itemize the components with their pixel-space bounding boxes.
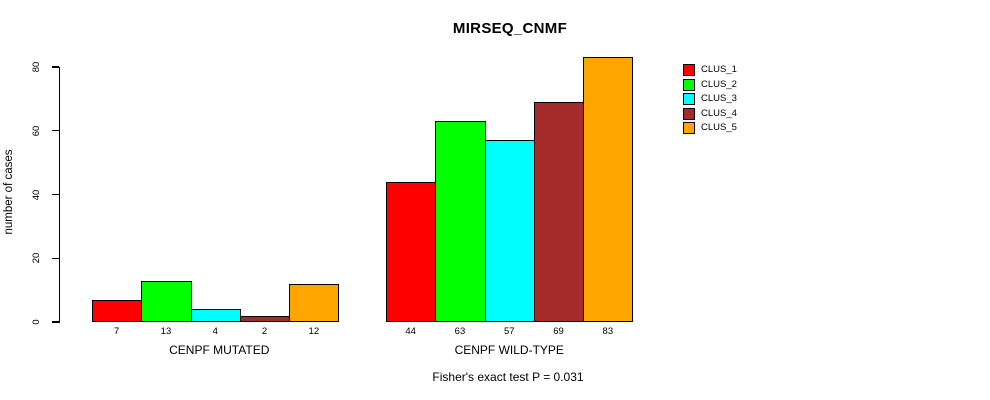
y-tick-label: 40 [31, 189, 42, 200]
y-tick-label: 60 [31, 125, 42, 137]
y-axis-line [58, 66, 60, 323]
y-tick-label: 0 [31, 319, 42, 325]
legend-swatch [683, 93, 695, 105]
legend-label: CLUS_4 [701, 107, 737, 119]
legend-label: CLUS_5 [701, 122, 737, 133]
bar-clus_4-mutated [239, 315, 291, 322]
legend-item-clus_4: CLUS_4 [683, 107, 737, 120]
y-tick [51, 257, 59, 259]
y-tick [51, 193, 59, 196]
bar-clus_1-mutated [92, 299, 143, 322]
y-tick [51, 321, 59, 323]
bar-value-label: 63 [454, 326, 466, 337]
legend-swatch [683, 122, 695, 134]
bar-clus_4-wildtype [533, 102, 585, 322]
legend-label: CLUS_3 [701, 93, 737, 104]
legend-item-clus_1: CLUS_1 [683, 64, 737, 76]
bar-clus_2-mutated [141, 280, 192, 322]
y-axis-label: number of cases [3, 149, 15, 235]
bar-value-label: 12 [308, 326, 320, 337]
bar-value-label: 2 [261, 326, 268, 337]
bar-clus_1-wildtype [386, 181, 437, 322]
legend: CLUS_1 CLUS_2 CLUS_3 CLUS_4 CLUS_5 [683, 64, 737, 137]
y-tick-label: 80 [31, 61, 42, 73]
legend-swatch [683, 107, 695, 120]
y-tick-label: 20 [31, 252, 42, 264]
y-tick [51, 130, 59, 132]
category-label: CENPF MUTATED [169, 343, 270, 357]
legend-swatch [683, 78, 695, 91]
bar-value-label: 7 [114, 326, 120, 337]
legend-label: CLUS_1 [701, 64, 737, 75]
legend-item-clus_5: CLUS_5 [683, 122, 737, 134]
bar-clus_5-wildtype [583, 57, 634, 322]
bar-clus_5-mutated [289, 283, 340, 322]
legend-swatch [683, 64, 695, 76]
legend-label: CLUS_2 [701, 78, 737, 90]
category-label: CENPF WILD-TYPE [454, 343, 564, 357]
bar-clus_3-mutated [190, 309, 241, 322]
bar-value-label: 57 [503, 326, 515, 337]
bar-value-label: 13 [160, 326, 172, 337]
chart-title: MIRSEQ_CNMF [452, 20, 568, 37]
bar-value-label: 44 [405, 326, 416, 337]
bar-clus_2-wildtype [435, 121, 486, 322]
legend-item-clus_2: CLUS_2 [683, 78, 737, 91]
bar-value-label: 83 [602, 326, 614, 337]
bar-value-label: 69 [553, 326, 564, 337]
bar-clus_3-wildtype [484, 140, 535, 322]
bar-value-label: 4 [212, 326, 218, 337]
fisher-test-footnote: Fisher's exact test P = 0.031 [432, 370, 584, 384]
legend-item-clus_3: CLUS_3 [683, 93, 737, 105]
y-tick [51, 66, 59, 68]
